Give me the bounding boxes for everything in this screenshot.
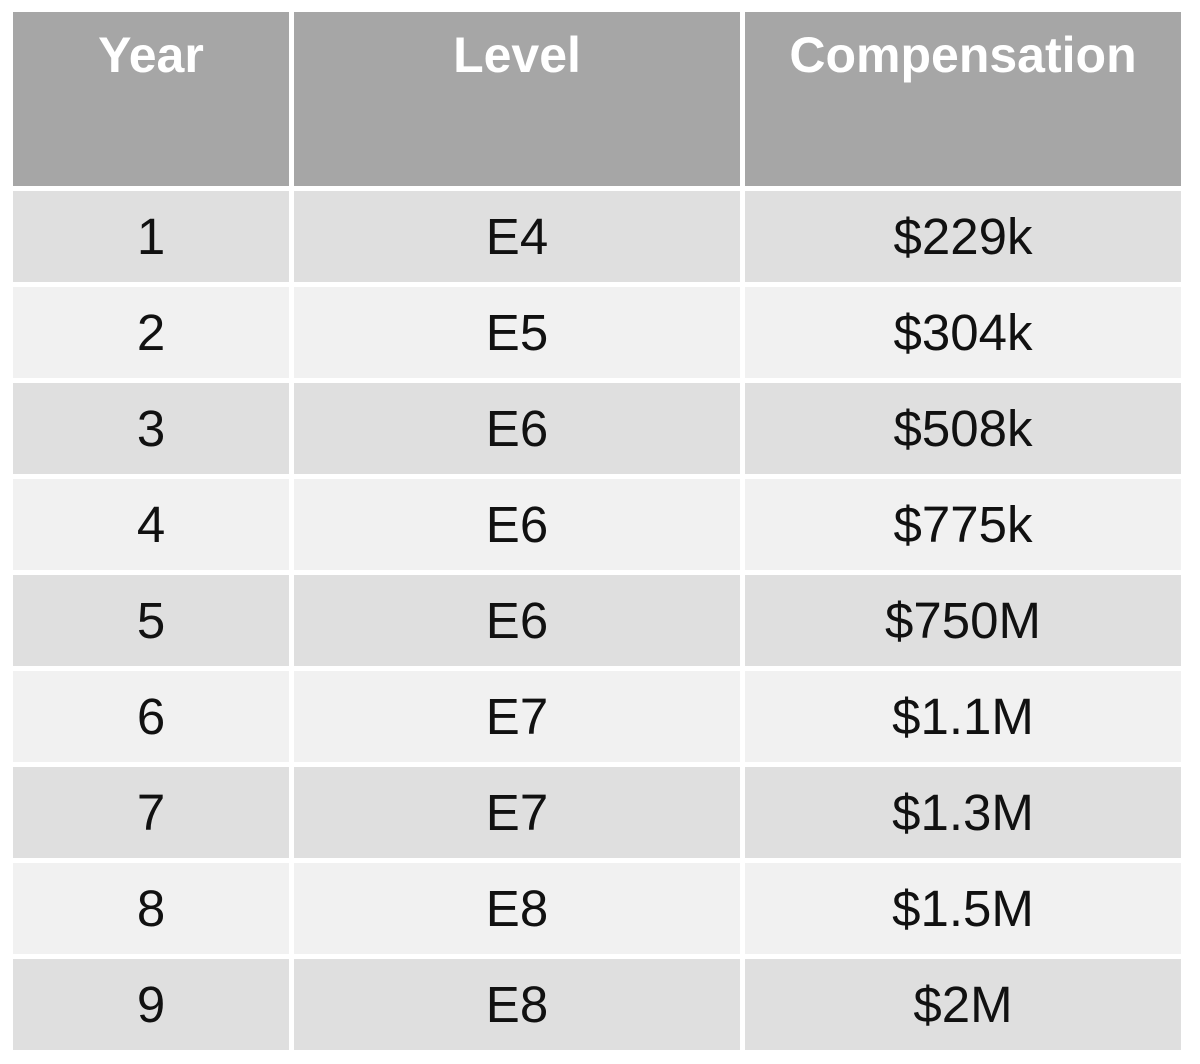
year-cell: 9 (13, 959, 289, 1050)
table-row: 2 E5 $304k (13, 287, 1181, 378)
compensation-cell: $1.3M (745, 767, 1181, 858)
level-cell: E8 (294, 863, 740, 954)
year-cell: 3 (13, 383, 289, 474)
level-cell: E6 (294, 383, 740, 474)
compensation-table: Year Level Compensation 1 E4 $229k 2 E5 … (8, 7, 1186, 1055)
compensation-cell: $1.1M (745, 671, 1181, 762)
level-cell: E5 (294, 287, 740, 378)
compensation-cell: $2M (745, 959, 1181, 1050)
compensation-cell: $750M (745, 575, 1181, 666)
level-cell: E6 (294, 479, 740, 570)
compensation-cell: $508k (745, 383, 1181, 474)
table-row: 4 E6 $775k (13, 479, 1181, 570)
compensation-cell: $304k (745, 287, 1181, 378)
compensation-cell: $1.5M (745, 863, 1181, 954)
table-header-row: Year Level Compensation (13, 12, 1181, 186)
year-cell: 6 (13, 671, 289, 762)
year-cell: 5 (13, 575, 289, 666)
compensation-cell: $775k (745, 479, 1181, 570)
table-row: 3 E6 $508k (13, 383, 1181, 474)
table-row: 9 E8 $2M (13, 959, 1181, 1050)
table-row: 5 E6 $750M (13, 575, 1181, 666)
table-row: 7 E7 $1.3M (13, 767, 1181, 858)
level-cell: E8 (294, 959, 740, 1050)
year-column-header: Year (13, 12, 289, 186)
table-row: 1 E4 $229k (13, 191, 1181, 282)
level-cell: E4 (294, 191, 740, 282)
level-cell: E7 (294, 671, 740, 762)
compensation-column-header: Compensation (745, 12, 1181, 186)
year-cell: 1 (13, 191, 289, 282)
table-row: 8 E8 $1.5M (13, 863, 1181, 954)
year-cell: 4 (13, 479, 289, 570)
level-cell: E7 (294, 767, 740, 858)
level-cell: E6 (294, 575, 740, 666)
table-row: 6 E7 $1.1M (13, 671, 1181, 762)
compensation-cell: $229k (745, 191, 1181, 282)
level-column-header: Level (294, 12, 740, 186)
year-cell: 7 (13, 767, 289, 858)
year-cell: 2 (13, 287, 289, 378)
year-cell: 8 (13, 863, 289, 954)
